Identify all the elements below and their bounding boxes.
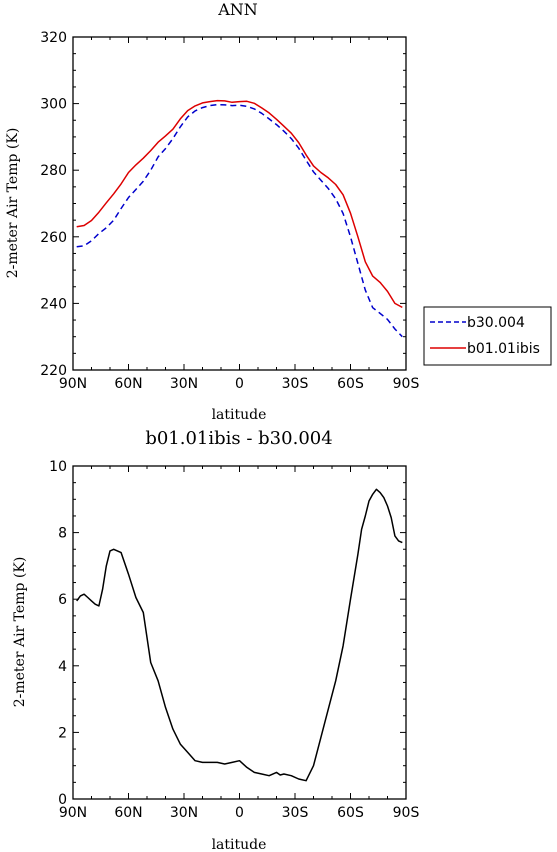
- axes: 90N 60N 30N 0 30S 60S 90S 0 2 4 6 8 10: [49, 459, 419, 821]
- y-axis-label: 2-meter Air Temp (K): [12, 557, 28, 708]
- legend-box: [423, 306, 552, 366]
- chart-title: b01.01ibis - b30.004: [145, 428, 332, 449]
- y-axis-label: 2-meter Air Temp (K): [5, 128, 21, 279]
- chart-title: ANN: [217, 0, 258, 19]
- y-tick-label: 8: [58, 526, 67, 542]
- series-group: [76, 99, 403, 338]
- y-tick-label: 320: [40, 30, 67, 46]
- y-tick-label: 0: [58, 792, 67, 808]
- y-tick-label: 280: [40, 163, 67, 179]
- chart-bottom: b01.01ibis - b30.004 90N 60N 30N 0 30S 60S 90S…: [12, 428, 419, 852]
- x-tick-label: 90N: [59, 805, 87, 821]
- plot-frame: [72, 465, 407, 800]
- y-tick-label: 300: [40, 97, 67, 113]
- x-tick-label: 90S: [393, 376, 420, 392]
- y-tick-label: 220: [40, 363, 67, 379]
- y-tick-label: 4: [58, 659, 67, 675]
- series-line-0: [76, 488, 403, 782]
- plot-frame: [72, 36, 407, 371]
- chart-top: ANN 90N 60N 30N 0 30S 60S 90S 220 240 260 280 300 32…: [5, 0, 552, 423]
- y-tick-label: 260: [40, 230, 67, 246]
- x-tick-label: 30N: [170, 805, 198, 821]
- x-tick-label: 60S: [337, 376, 364, 392]
- x-tick-label: 0: [235, 376, 244, 392]
- x-tick-label: 90S: [393, 805, 420, 821]
- y-tick-label: 2: [58, 725, 67, 741]
- axes: 90N 60N 30N 0 30S 60S 90S 220 240 260 280 300 320: [40, 30, 419, 392]
- series-group: [76, 488, 403, 782]
- x-tick-label: 30N: [170, 376, 198, 392]
- x-tick-label: 30S: [282, 805, 309, 821]
- x-axis-label: latitude: [212, 837, 267, 852]
- series-line-b01-01ibis: [76, 99, 403, 309]
- x-tick-label: 30S: [282, 376, 309, 392]
- legend-label-b30-004: b30.004: [467, 315, 525, 331]
- y-tick-label: 10: [49, 459, 67, 475]
- legend: b30.004 b01.01ibis: [423, 306, 552, 366]
- y-tick-label: 240: [40, 296, 67, 312]
- y-tick-label: 6: [58, 592, 67, 608]
- x-tick-label: 0: [235, 805, 244, 821]
- x-tick-label: 90N: [59, 376, 87, 392]
- x-axis-label: latitude: [212, 407, 267, 423]
- x-tick-label: 60N: [114, 376, 142, 392]
- x-tick-label: 60S: [337, 805, 364, 821]
- legend-label-b01-01ibis: b01.01ibis: [467, 341, 540, 357]
- x-tick-label: 60N: [114, 805, 142, 821]
